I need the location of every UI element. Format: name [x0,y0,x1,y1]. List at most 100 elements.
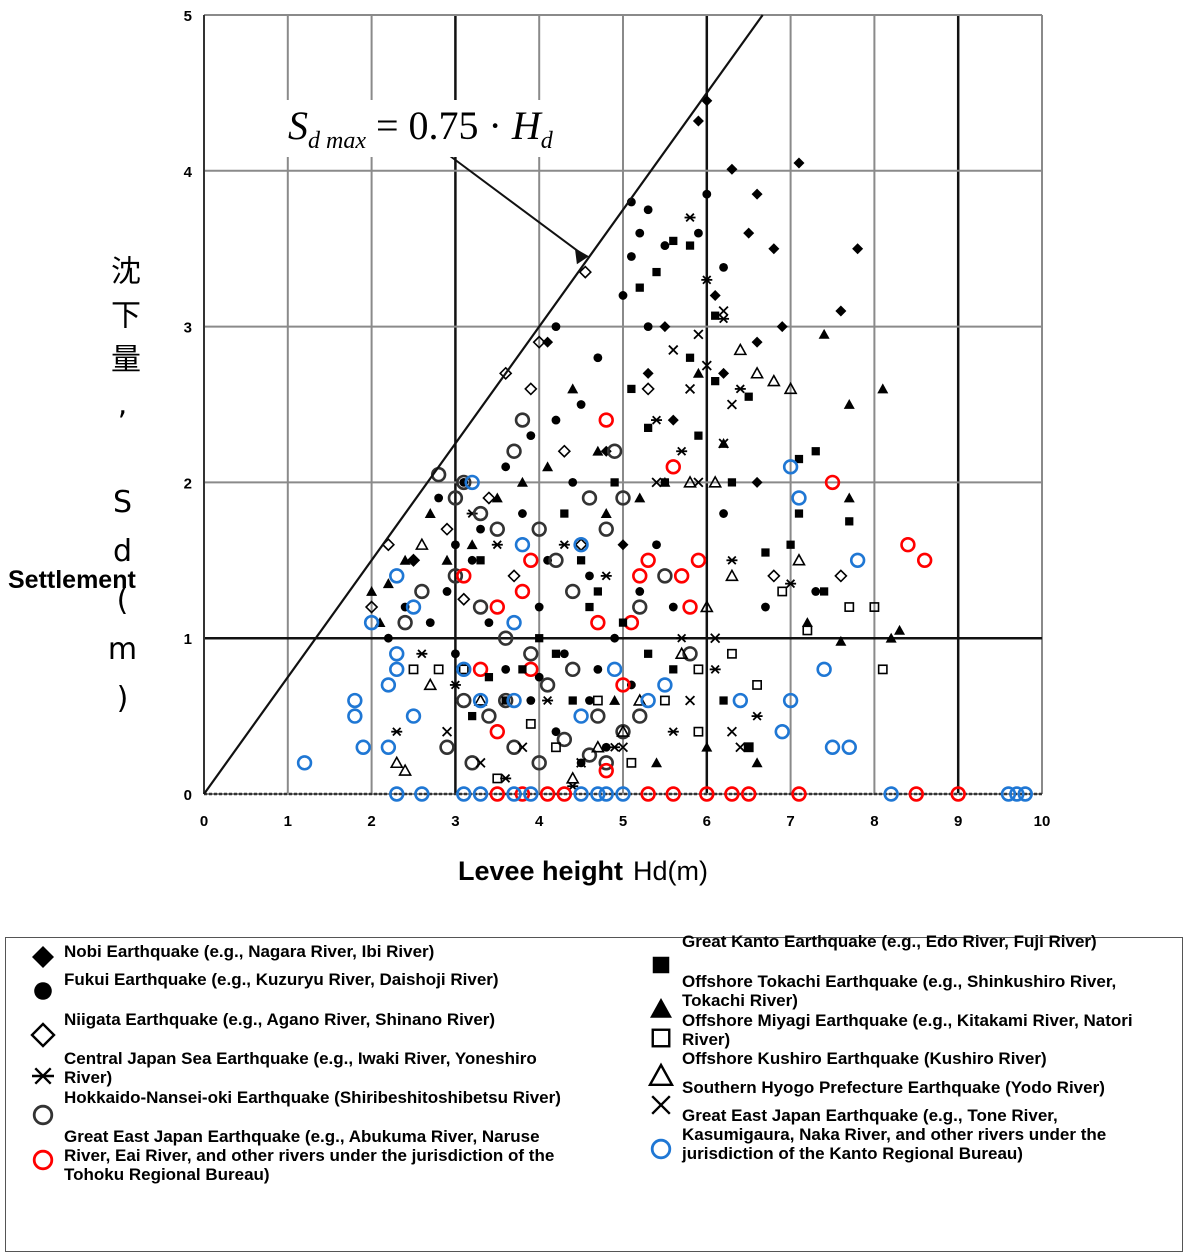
data-point [819,587,829,596]
data-point [727,648,737,659]
data-point [782,459,799,475]
data-point [567,781,579,791]
data-point [841,739,857,755]
series-5 [397,412,698,771]
data-point [669,665,678,674]
data-point [606,661,623,678]
data-point [667,414,679,426]
data-point [642,367,654,379]
y-axis-label-japanese: 沈下量, Sd(m) [105,255,140,730]
data-point [768,243,780,255]
data-point [732,692,749,709]
data-point [472,692,489,709]
data-point [916,552,933,568]
data-point [690,552,707,568]
data-point [725,568,739,582]
data-point [640,692,656,709]
data-point [466,539,478,550]
data-point [467,555,477,565]
data-point [601,742,611,752]
data-point [464,474,480,491]
x-tick-label: 2 [367,813,375,830]
data-point [811,587,821,596]
data-point [456,661,472,678]
filled-square-icon [652,956,670,974]
data-point [693,477,704,488]
y-axis-label-english: Settlement [8,566,136,594]
data-point [581,490,598,506]
open-diamond-icon [30,1022,56,1048]
data-point [600,508,612,518]
data-point [652,267,661,277]
data-point [744,392,753,401]
data-point [615,677,631,693]
legend-item: Offshore Kushiro Earthquake (Kushiro Riv… [646,1049,1156,1089]
legend-marker [32,1149,54,1171]
data-point [640,786,656,802]
data-point [489,786,505,802]
data-point [701,741,713,752]
data-point [449,680,461,690]
annotation-line [203,14,764,795]
data-point [565,771,580,784]
series-11 [441,305,746,768]
data-point [593,353,603,363]
data-point [657,568,673,584]
data-point [657,677,673,693]
data-point [719,509,728,518]
data-point [398,763,412,776]
data-point [592,445,604,456]
data-point [635,283,644,292]
data-point [726,163,738,175]
data-point [506,614,522,631]
data-point [489,723,505,740]
legend-marker [650,1138,672,1160]
data-point [751,757,763,768]
legend-label: Offshore Tokachi Earthquake (e.g., Shink… [682,972,1117,1010]
data-point [667,727,679,737]
data-point [523,552,539,568]
data-point [694,228,703,238]
data-point [643,322,653,331]
data-point [560,509,569,518]
data-point [531,755,547,771]
data-point [615,490,631,506]
x-tick-label: 4 [535,813,544,830]
data-point [484,673,494,682]
data-point [776,321,788,333]
data-point [726,726,737,737]
x-tick-label: 6 [703,813,711,830]
data-point [699,786,715,802]
data-point [767,569,781,583]
data-point [391,727,403,737]
data-point [609,695,621,705]
data-point [877,383,889,394]
data-point [389,786,405,802]
series-9 [408,586,888,784]
data-point [843,399,855,409]
data-point [456,474,472,491]
data-point [834,569,848,583]
data-point [405,599,422,615]
data-point [568,478,578,487]
data-point [382,578,394,589]
data-point [433,664,444,675]
data-point [674,646,689,659]
open-circle-icon [32,1104,54,1126]
data-point [423,677,438,691]
data-point [472,599,489,615]
data-point [573,708,589,724]
data-point [501,462,511,472]
legend-item: Offshore Miyagi Earthquake (e.g., Kitaka… [646,1011,1156,1051]
data-point [565,661,581,678]
data-point [389,755,404,769]
data-point [626,252,636,261]
legend-item: Great Kanto Earthquake (e.g., Edo River,… [646,932,1156,974]
data-point [635,228,645,238]
tick-labels: 0 1 2 3 4 5 6 7 8 9 10 0 1 2 3 4 5 [184,8,1051,830]
data-point [669,236,678,246]
data-point [473,693,488,706]
data-point [406,553,421,567]
data-point [726,399,737,410]
data-point [542,696,554,706]
